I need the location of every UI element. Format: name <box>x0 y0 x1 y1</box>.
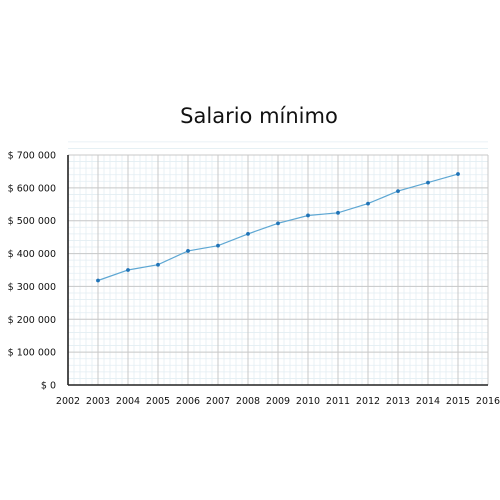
data-point <box>336 210 340 215</box>
x-tick-label: 2007 <box>206 396 230 407</box>
data-point <box>366 201 370 206</box>
axes <box>67 155 488 386</box>
data-point <box>186 249 190 253</box>
y-tick-labels: $ 0 $ 100 000 $ 200 000 $ 300 000 $ 400 000 $… <box>8 151 56 392</box>
chart-title: Salario mínimo <box>180 104 338 128</box>
data-point <box>246 231 250 236</box>
x-tick-label: 2004 <box>116 396 140 407</box>
x-tick-label: 2012 <box>356 396 380 407</box>
y-tick-label: $ 0 <box>41 381 56 392</box>
y-tick-label: $ 600 000 <box>8 183 56 194</box>
series-group <box>96 172 460 283</box>
x-tick-label: 2009 <box>266 396 290 407</box>
data-point <box>216 243 220 248</box>
y-tick-label: $ 200 000 <box>8 315 56 326</box>
x-tick-label: 2005 <box>146 396 170 407</box>
y-tick-label: $ 100 000 <box>8 348 56 359</box>
data-point <box>156 262 160 267</box>
x-tick-label: 2014 <box>416 396 440 407</box>
data-point <box>306 213 310 218</box>
x-tick-labels: 2002 2003 2004 2005 2006 2007 2008 2009 2010 2011… <box>56 396 500 407</box>
data-point <box>456 172 460 176</box>
y-tick-label: $ 400 000 <box>8 249 56 260</box>
x-tick-label: 2002 <box>56 396 80 407</box>
y-tick-label: $ 700 000 <box>8 151 56 162</box>
x-tick-label: 2011 <box>326 396 350 407</box>
x-tick-label: 2015 <box>446 396 470 407</box>
x-tick-label: 2006 <box>176 396 200 407</box>
data-point <box>126 268 130 272</box>
x-tick-label: 2010 <box>296 396 320 407</box>
data-point <box>96 278 100 283</box>
data-point <box>396 189 400 194</box>
x-tick-label: 2008 <box>236 396 260 407</box>
x-tick-label: 2003 <box>86 396 110 407</box>
data-point <box>426 180 430 185</box>
x-tick-label: 2013 <box>386 396 410 407</box>
y-tick-label: $ 300 000 <box>8 282 56 293</box>
x-tick-label: 2016 <box>476 396 500 407</box>
y-tick-label: $ 500 000 <box>8 216 56 227</box>
data-point <box>276 221 280 226</box>
